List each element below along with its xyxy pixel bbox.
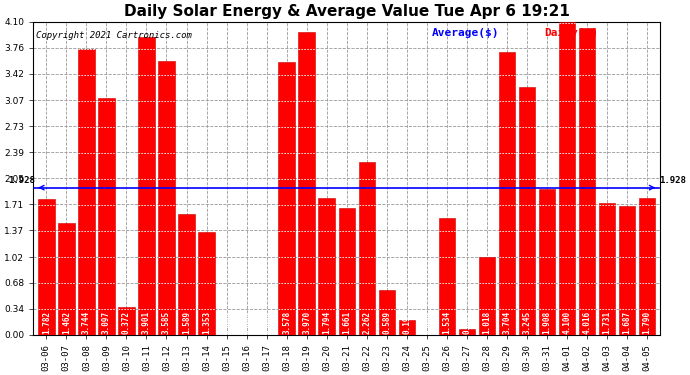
Text: 4.100: 4.100 xyxy=(562,311,571,334)
Text: 0.000: 0.000 xyxy=(242,311,251,334)
Text: 1.687: 1.687 xyxy=(622,311,631,334)
Bar xyxy=(599,203,615,335)
Text: 0.000: 0.000 xyxy=(422,311,431,334)
Bar xyxy=(399,320,415,335)
Bar xyxy=(439,218,455,335)
Text: Average($): Average($) xyxy=(431,28,499,38)
Text: 3.585: 3.585 xyxy=(162,311,171,334)
Text: Copyright 2021 Cartronics.com: Copyright 2021 Cartronics.com xyxy=(37,31,193,40)
Bar xyxy=(38,199,55,335)
Bar xyxy=(359,162,375,335)
Text: 3.578: 3.578 xyxy=(282,311,291,334)
Bar xyxy=(118,306,135,335)
Text: 0.372: 0.372 xyxy=(122,311,131,334)
Text: 0.000: 0.000 xyxy=(222,311,231,334)
Bar xyxy=(339,208,355,335)
Text: 1.018: 1.018 xyxy=(482,311,491,334)
Bar xyxy=(499,52,515,335)
Bar xyxy=(639,198,656,335)
Text: 4.016: 4.016 xyxy=(582,311,591,334)
Bar xyxy=(158,61,175,335)
Text: 1.794: 1.794 xyxy=(322,311,331,334)
Bar xyxy=(539,189,555,335)
Bar xyxy=(138,37,155,335)
Text: 1.790: 1.790 xyxy=(642,311,651,334)
Bar xyxy=(519,87,535,335)
Text: 1.353: 1.353 xyxy=(202,311,211,334)
Text: 0.075: 0.075 xyxy=(462,311,471,334)
Bar xyxy=(579,28,595,335)
Text: 3.097: 3.097 xyxy=(102,311,111,334)
Bar xyxy=(559,22,575,335)
Text: 2.262: 2.262 xyxy=(362,311,371,334)
Text: 1.731: 1.731 xyxy=(602,311,611,334)
Bar xyxy=(178,213,195,335)
Text: 1.782: 1.782 xyxy=(42,311,51,334)
Bar xyxy=(198,232,215,335)
Text: 0.589: 0.589 xyxy=(382,311,391,334)
Text: 1.928: 1.928 xyxy=(8,176,34,184)
Text: 3.970: 3.970 xyxy=(302,311,311,334)
Text: 1.928: 1.928 xyxy=(659,176,686,184)
Bar xyxy=(379,290,395,335)
Text: 0.000: 0.000 xyxy=(262,311,271,334)
Text: 3.704: 3.704 xyxy=(502,311,511,334)
Bar xyxy=(58,223,75,335)
Text: 3.744: 3.744 xyxy=(82,311,91,334)
Bar xyxy=(78,49,95,335)
Bar xyxy=(319,198,335,335)
Text: Daily($): Daily($) xyxy=(544,28,598,38)
Bar xyxy=(98,98,115,335)
Bar xyxy=(619,206,635,335)
Text: 1.589: 1.589 xyxy=(182,311,191,334)
Text: 1.534: 1.534 xyxy=(442,311,451,334)
Text: 1.908: 1.908 xyxy=(542,311,551,334)
Bar xyxy=(299,32,315,335)
Bar xyxy=(459,329,475,335)
Text: 1.661: 1.661 xyxy=(342,311,351,334)
Text: 1.462: 1.462 xyxy=(62,311,71,334)
Text: 0.193: 0.193 xyxy=(402,311,411,334)
Bar xyxy=(279,62,295,335)
Title: Daily Solar Energy & Average Value Tue Apr 6 19:21: Daily Solar Energy & Average Value Tue A… xyxy=(124,4,570,19)
Text: 3.245: 3.245 xyxy=(522,311,531,334)
Text: 3.901: 3.901 xyxy=(142,311,151,334)
Bar xyxy=(479,257,495,335)
